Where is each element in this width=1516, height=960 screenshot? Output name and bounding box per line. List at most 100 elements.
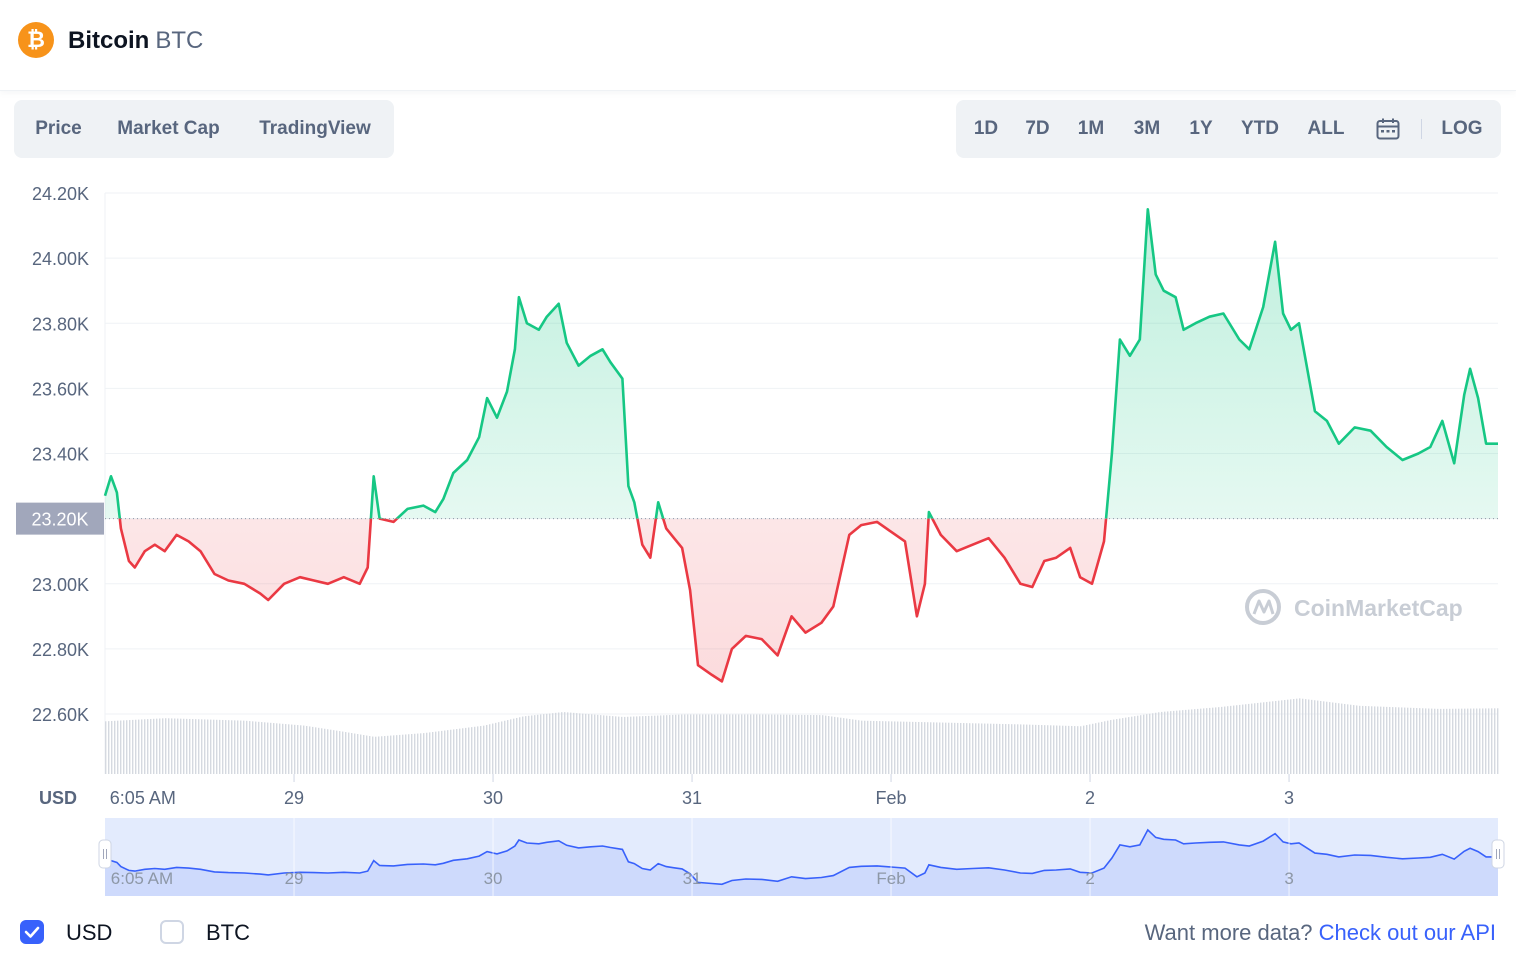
calendar-icon[interactable] bbox=[1376, 118, 1400, 140]
y-tick-label: 22.60K bbox=[32, 705, 89, 725]
volume-bar bbox=[927, 722, 929, 774]
volume-bar bbox=[1437, 708, 1439, 774]
volume-bar bbox=[1149, 713, 1151, 774]
volume-bar bbox=[1278, 700, 1280, 774]
volume-bar bbox=[333, 730, 335, 774]
volume-bar bbox=[1407, 707, 1409, 774]
volume-bar bbox=[1485, 708, 1487, 774]
volume-bar bbox=[582, 713, 584, 774]
volume-bar bbox=[177, 718, 179, 774]
volume-bar bbox=[1119, 718, 1121, 774]
volume-bar bbox=[1206, 708, 1208, 774]
volume-bar bbox=[462, 728, 464, 774]
range-navigator[interactable]: 6:05 AM 29 30 31 Feb 2 3 bbox=[98, 818, 1505, 896]
volume-bar bbox=[150, 718, 152, 774]
y-tick-label: 22.80K bbox=[32, 640, 89, 660]
volume-bar bbox=[1266, 701, 1268, 774]
price-area-up bbox=[105, 209, 1498, 519]
volume-bar bbox=[1023, 724, 1025, 774]
volume-bar bbox=[1491, 708, 1493, 774]
range-1y[interactable]: 1Y bbox=[1189, 118, 1213, 139]
volume-bar bbox=[753, 714, 755, 774]
volume-bar bbox=[1200, 708, 1202, 774]
volume-bar bbox=[606, 715, 608, 774]
volume-bar bbox=[525, 716, 527, 774]
price-chart[interactable]: 23.20K 24.20K 24.00K 23.80K 23.60K 23.40K 23.… bbox=[0, 170, 1516, 910]
volume-bar bbox=[795, 714, 797, 774]
volume-bar bbox=[999, 723, 1001, 774]
volume-bar bbox=[465, 727, 467, 774]
volume-bar bbox=[1194, 709, 1196, 774]
volume-bar bbox=[759, 714, 761, 774]
volume-bar bbox=[705, 714, 707, 774]
api-note-text: Want more data? bbox=[1144, 920, 1313, 945]
volume-bar bbox=[327, 729, 329, 774]
volume-bar bbox=[219, 719, 221, 774]
volume-bar bbox=[399, 734, 401, 774]
range-7d[interactable]: 7D bbox=[1025, 118, 1050, 139]
volume-bar bbox=[798, 714, 800, 774]
volume-bar bbox=[1008, 724, 1010, 774]
range-all[interactable]: ALL bbox=[1307, 118, 1345, 139]
volume-bar bbox=[234, 720, 236, 774]
volume-bar bbox=[1197, 708, 1199, 774]
volume-bar bbox=[471, 727, 473, 774]
volume-bar bbox=[1098, 722, 1100, 774]
volume-bar bbox=[837, 717, 839, 774]
volume-bar bbox=[531, 715, 533, 774]
tab-price[interactable]: Price bbox=[35, 118, 82, 139]
volume-bar bbox=[993, 723, 995, 774]
api-link[interactable]: Check out our API bbox=[1318, 920, 1496, 945]
volume-bar bbox=[384, 736, 386, 774]
volume-bar bbox=[621, 716, 623, 774]
range-ytd[interactable]: YTD bbox=[1241, 118, 1279, 139]
checkmark-icon bbox=[24, 926, 40, 938]
volume-bar bbox=[1179, 710, 1181, 774]
volume-bar bbox=[1449, 708, 1451, 774]
volume-bar bbox=[1128, 717, 1130, 774]
volume-bar bbox=[1086, 725, 1088, 774]
volume-bar bbox=[1083, 725, 1085, 774]
volume-bar bbox=[1329, 702, 1331, 774]
log-scale-toggle[interactable]: LOG bbox=[1441, 118, 1483, 139]
volume-bar bbox=[660, 715, 662, 774]
volume-bar bbox=[609, 715, 611, 774]
volume-bar bbox=[651, 715, 653, 774]
volume-bar bbox=[1413, 707, 1415, 774]
volume-bar bbox=[456, 729, 458, 774]
volume-bar bbox=[882, 721, 884, 774]
range-1d[interactable]: 1D bbox=[973, 118, 999, 139]
tab-tradingview[interactable]: TradingView bbox=[259, 118, 371, 139]
volume-bar bbox=[1350, 704, 1352, 774]
volume-bar bbox=[816, 715, 818, 774]
volume-bar bbox=[741, 714, 743, 774]
volume-bar bbox=[324, 728, 326, 774]
range-3m[interactable]: 3M bbox=[1133, 118, 1161, 139]
volume-bar bbox=[1467, 708, 1469, 774]
volume-bar bbox=[786, 714, 788, 774]
volume-bar bbox=[1293, 699, 1295, 774]
volume-bar bbox=[975, 723, 977, 774]
volume-bar bbox=[1476, 708, 1478, 774]
volume-bar bbox=[1320, 700, 1322, 774]
volume-bar bbox=[105, 721, 107, 774]
tab-market-cap[interactable]: Market Cap bbox=[117, 118, 220, 139]
volume-bar bbox=[1089, 724, 1091, 774]
volume-bar bbox=[378, 736, 380, 774]
volume-bar bbox=[681, 714, 683, 774]
volume-bar bbox=[939, 722, 941, 774]
volume-bar bbox=[714, 714, 716, 774]
coinmarketcap-watermark: CoinMarketCap bbox=[1245, 589, 1463, 625]
btc-checkbox[interactable] bbox=[160, 920, 184, 944]
volume-bar bbox=[888, 721, 890, 774]
range-1m[interactable]: 1M bbox=[1077, 118, 1105, 139]
volume-bar bbox=[1260, 702, 1262, 774]
volume-bar bbox=[396, 735, 398, 774]
volume-bar bbox=[924, 722, 926, 774]
volume-bar bbox=[186, 718, 188, 774]
volume-bar bbox=[735, 714, 737, 774]
usd-checkbox[interactable] bbox=[20, 920, 44, 944]
volume-bar bbox=[897, 721, 899, 774]
volume-bar bbox=[744, 714, 746, 774]
volume-bar bbox=[261, 722, 263, 774]
